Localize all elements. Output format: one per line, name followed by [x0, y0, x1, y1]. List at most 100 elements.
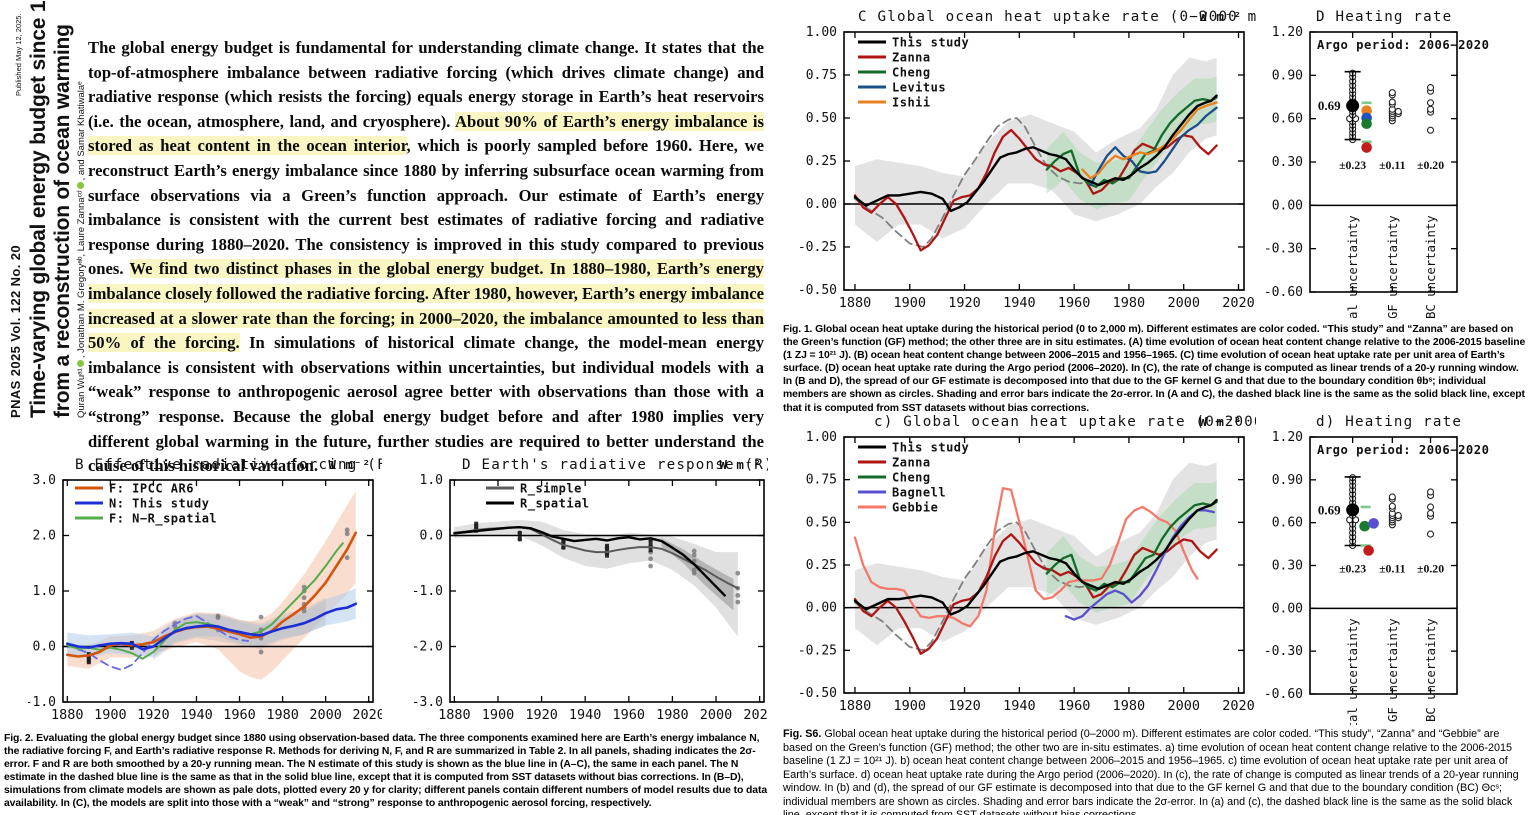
svg-text:1940: 1940	[1003, 295, 1036, 311]
svg-text:1940: 1940	[180, 707, 213, 723]
svg-text:1880: 1880	[839, 698, 872, 714]
author-name: , Jonathan M. Gregoryᵃᵇ, Laure Zannaᶜᵈ	[76, 190, 87, 359]
svg-text:Total uncertainty: Total uncertainty	[1346, 618, 1360, 725]
svg-text:0.0: 0.0	[33, 640, 56, 655]
svg-text:±0.11: ±0.11	[1379, 562, 1406, 576]
svg-text:This study: This study	[892, 441, 969, 455]
svg-text:B Effective radiative forcing: B Effective radiative forcing (F)	[75, 457, 382, 473]
svg-text:2020: 2020	[1222, 698, 1255, 714]
svg-text:Cheng: Cheng	[892, 471, 931, 485]
svg-text:1960: 1960	[613, 707, 646, 723]
svg-text:0.90: 0.90	[1272, 68, 1303, 83]
figureS6-panel-d: 1.20 0.90 0.60 0.30 0.00 -0.30 -0.60 Argo perio…	[1258, 403, 1530, 744]
svg-text:0.00: 0.00	[806, 601, 837, 616]
svg-text:1900: 1900	[893, 295, 926, 311]
svg-text:0.25: 0.25	[806, 558, 837, 573]
svg-text:±0.23: ±0.23	[1339, 158, 1366, 172]
svg-text:0.50: 0.50	[806, 515, 837, 530]
svg-text:Argo period: 2006−2020: Argo period: 2006−2020	[1317, 38, 1489, 52]
svg-text:-2.0: -2.0	[412, 640, 443, 655]
svg-text:2000: 2000	[1167, 295, 1200, 311]
svg-text:-0.50: -0.50	[798, 283, 837, 298]
svg-text:0.60: 0.60	[1272, 112, 1303, 127]
svg-text:W m⁻²: W m⁻²	[719, 457, 762, 472]
svg-text:F: N−R_spatial: F: N−R_spatial	[109, 512, 217, 527]
article-title-line1: Time-varying global energy budget since …	[27, 0, 50, 418]
author-name: , and Samar Khatiwalaᵉ	[76, 81, 87, 181]
svg-text:-3.0: -3.0	[412, 695, 443, 710]
svg-text:C Global ocean heat uptake rat: C Global ocean heat uptake rate (0−2000 …	[858, 9, 1256, 25]
svg-text:0.50: 0.50	[806, 111, 837, 126]
svg-text:1880: 1880	[438, 707, 471, 723]
svg-text:1980: 1980	[266, 707, 299, 723]
figure1-caption: Fig. 1. Global ocean heat uptake during …	[783, 323, 1530, 415]
svg-text:0.90: 0.90	[1272, 473, 1303, 488]
journal-line: PNAS 2025 Vol. 122 No. 20	[8, 244, 23, 418]
svg-text:1980: 1980	[1113, 295, 1146, 311]
svg-text:1920: 1920	[948, 698, 981, 714]
figureS6-caption: Fig. S6. Global ocean heat uptake during…	[783, 728, 1531, 815]
svg-text:W m⁻²: W m⁻²	[328, 457, 371, 472]
svg-text:-1.0: -1.0	[28, 695, 56, 710]
svg-text:GF uncertainty: GF uncertainty	[1386, 215, 1400, 318]
svg-text:-0.25: -0.25	[798, 643, 837, 658]
figure2-caption-label: Fig. 2.	[4, 733, 34, 744]
svg-text:2.0: 2.0	[33, 529, 56, 544]
orcid-icon	[77, 182, 84, 190]
figure1-panel-c: 1.00 0.75 0.50 0.25 0.00 -0.25 -0.50 1880 1900 19…	[786, 2, 1266, 323]
svg-text:0.00: 0.00	[1272, 198, 1303, 213]
svg-text:1880: 1880	[839, 295, 872, 311]
svg-text:2000: 2000	[309, 707, 342, 723]
article-title-line2: from a reconstruction of ocean warming	[51, 24, 74, 418]
svg-text:-0.60: -0.60	[1264, 687, 1303, 702]
svg-text:BC uncertainty: BC uncertainty	[1424, 215, 1438, 318]
svg-text:BC uncertainty: BC uncertainty	[1424, 618, 1438, 722]
svg-text:2020: 2020	[1222, 295, 1255, 311]
figure2-caption-text: Evaluating the global energy budget sinc…	[4, 733, 767, 810]
svg-text:0.69: 0.69	[1318, 98, 1341, 113]
svg-text:1.0: 1.0	[420, 473, 443, 488]
svg-text:1.20: 1.20	[1272, 430, 1303, 445]
svg-text:2020: 2020	[352, 707, 382, 723]
figure1-caption-text: Global ocean heat uptake during the hist…	[783, 324, 1526, 414]
svg-text:1880: 1880	[51, 707, 84, 723]
svg-text:W m⁻²: W m⁻²	[1199, 414, 1242, 429]
svg-text:1.20: 1.20	[1272, 25, 1303, 40]
figureS6-panel-c: 1.00 0.75 0.50 0.25 0.00 -0.25 -0.50 1880 1900 19…	[786, 403, 1292, 730]
orcid-icon	[77, 360, 84, 368]
svg-text:0.00: 0.00	[1272, 601, 1303, 616]
figure1-caption-label: Fig. 1.	[783, 324, 813, 335]
svg-text:This study: This study	[892, 36, 969, 50]
svg-text:N: This study: N: This study	[109, 497, 209, 511]
svg-text:R_simple: R_simple	[520, 482, 582, 497]
svg-text:1900: 1900	[482, 707, 515, 723]
svg-text:1980: 1980	[656, 707, 689, 723]
svg-text:0.00: 0.00	[806, 197, 837, 212]
svg-text:1960: 1960	[1058, 698, 1091, 714]
figure1-panel-d: 1.20 0.90 0.60 0.30 0.00 -0.30 -0.60 Argo perio…	[1258, 2, 1530, 341]
heating-rate-chart-s6: 1.20 0.90 0.60 0.30 0.00 -0.30 -0.60 Argo perio…	[1264, 414, 1489, 744]
figure2-caption: Fig. 2. Evaluating the global energy bud…	[4, 732, 768, 811]
svg-text:±0.20: ±0.20	[1417, 158, 1444, 172]
svg-text:R_spatial: R_spatial	[520, 497, 590, 512]
svg-text:2000: 2000	[700, 707, 733, 723]
svg-text:0.0: 0.0	[420, 529, 443, 544]
svg-text:-1.0: -1.0	[412, 584, 443, 599]
svg-text:GF uncertainty: GF uncertainty	[1386, 618, 1400, 722]
svg-text:c) Global ocean heat uptake ra: c) Global ocean heat uptake rate (0−2000…	[874, 414, 1256, 430]
svg-text:Cheng: Cheng	[892, 66, 931, 80]
svg-text:W m⁻²: W m⁻²	[1199, 9, 1242, 24]
svg-text:1920: 1920	[948, 295, 981, 311]
published-date: Published May 12, 2025.	[14, 13, 23, 96]
svg-text:±0.11: ±0.11	[1379, 158, 1406, 172]
svg-text:2000: 2000	[1167, 698, 1200, 714]
svg-text:1960: 1960	[1058, 295, 1091, 311]
svg-text:Zanna: Zanna	[892, 51, 931, 65]
figureS6-caption-text: Global ocean heat uptake during the hist…	[783, 728, 1519, 815]
svg-text:1900: 1900	[94, 707, 127, 723]
